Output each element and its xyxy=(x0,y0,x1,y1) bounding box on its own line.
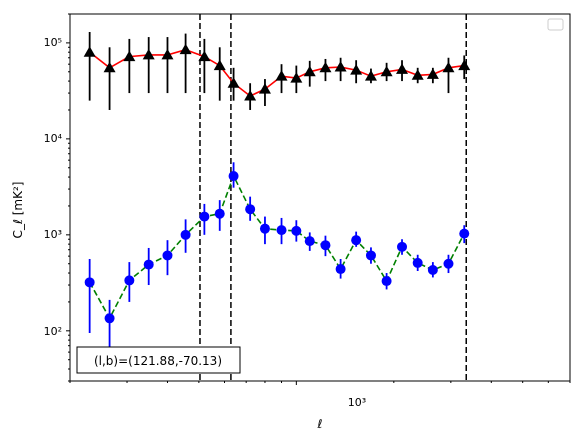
y-tick-label-1e2: 10² xyxy=(44,325,62,338)
axes-frame xyxy=(69,13,571,382)
series-1-point xyxy=(104,313,115,324)
series-1-point xyxy=(381,276,392,287)
series-0-point xyxy=(319,61,332,73)
series-0-point xyxy=(380,65,393,77)
series-1-point xyxy=(214,208,225,219)
series-1-point xyxy=(228,171,239,182)
annotation-text: (l,b)=(121.88,-70.13) xyxy=(94,354,222,368)
series-1-point xyxy=(162,250,173,261)
series-0-point xyxy=(142,48,155,60)
plot-area xyxy=(66,13,571,385)
series-0-point xyxy=(350,64,363,75)
x-tick-label: 10³ xyxy=(348,396,366,409)
series-0-point xyxy=(83,46,96,57)
series-1-point xyxy=(320,240,331,251)
series-0-point xyxy=(275,70,288,81)
series-0-point xyxy=(179,43,192,55)
series-1-point xyxy=(412,257,423,268)
series-0-point xyxy=(303,65,316,77)
series-1-point xyxy=(443,258,454,269)
series-1-point xyxy=(84,277,95,288)
x-axis-label: ℓ xyxy=(317,417,323,431)
legend-box xyxy=(547,18,564,31)
series-1-point xyxy=(427,265,438,276)
series-0-point xyxy=(227,77,240,88)
series-0-point xyxy=(442,61,455,73)
series-0-point xyxy=(396,63,409,74)
y-tick-label-1e4: 10⁴ xyxy=(44,132,63,145)
y-tick-label-1e3: 10³ xyxy=(44,228,62,241)
series-1-point xyxy=(245,204,256,215)
series-1-point xyxy=(335,264,346,275)
series-0-point xyxy=(103,61,116,73)
series-0-point xyxy=(411,69,424,80)
series-1-point xyxy=(291,225,302,236)
series-1-point xyxy=(143,259,154,270)
series-0-point xyxy=(213,59,226,71)
y-axis-label: C_ℓ [mK²] xyxy=(11,182,25,239)
series-0-point xyxy=(458,59,471,71)
series-1-point xyxy=(199,211,210,222)
y-tick-label-1e5: 10⁵ xyxy=(44,36,62,49)
series-0-point xyxy=(290,72,303,83)
series-0-point xyxy=(258,83,271,94)
series-0-point xyxy=(244,89,257,101)
series-1-point xyxy=(304,236,315,247)
annotation-box xyxy=(76,346,241,374)
series-1-point xyxy=(180,229,191,240)
series-0-point xyxy=(364,70,377,81)
series-1-point xyxy=(276,225,287,236)
series-1-point xyxy=(124,275,135,286)
series-0-point xyxy=(198,50,211,62)
series-0-point xyxy=(123,50,136,62)
series-0-point xyxy=(161,48,174,60)
series-0-point xyxy=(334,61,347,72)
series-1-point xyxy=(351,235,362,246)
series-1-point xyxy=(365,250,376,261)
series-1-point xyxy=(259,223,270,234)
series-1-point xyxy=(459,228,470,239)
series-0-point xyxy=(426,68,439,79)
series-1-point xyxy=(397,241,408,252)
